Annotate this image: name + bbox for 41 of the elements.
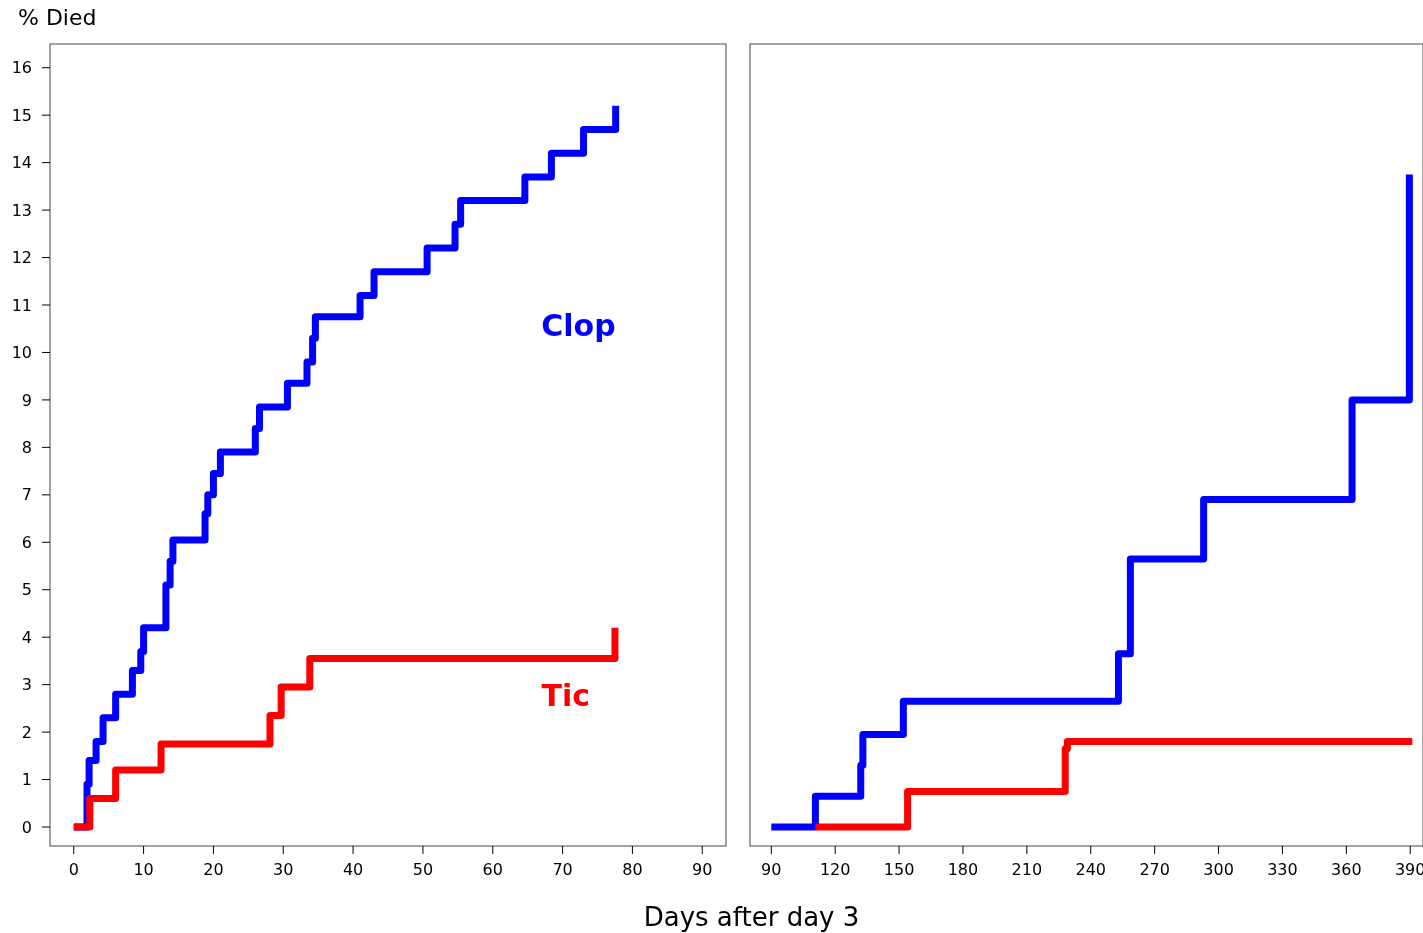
x-tick-label: 330 (1267, 860, 1298, 879)
x-tick-label: 0 (68, 860, 79, 879)
x-tick-label: 150 (883, 860, 915, 879)
y-tick-label: 7 (21, 485, 32, 505)
y-tick-label: 15 (11, 105, 32, 125)
x-tick-label: 300 (1203, 860, 1234, 879)
y-tick-label: 12 (11, 248, 32, 268)
x-tick-label: 20 (203, 860, 224, 879)
x-tick-label: 10 (133, 860, 154, 879)
x-tick-label: 90 (761, 860, 782, 879)
y-axis-title: % Died (18, 5, 97, 30)
x-tick-label: 50 (412, 860, 434, 879)
y-tick-label: 16 (11, 58, 32, 78)
y-tick-label: 11 (11, 295, 32, 315)
text: Clop (541, 307, 616, 343)
y-tick-label: 2 (21, 722, 32, 742)
x-tick-label: 360 (1331, 860, 1362, 879)
y-tick-label: 6 (21, 532, 32, 552)
y-tick-label: 1 (21, 770, 32, 790)
x-tick-label: 30 (273, 860, 294, 879)
x-tick-label: 80 (622, 860, 643, 879)
x-axis-title: Days after day 3 (643, 902, 860, 932)
x-tick-label: 90 (692, 860, 713, 879)
y-tick-label: 9 (21, 390, 32, 410)
x-tick-label: 60 (482, 860, 503, 879)
x-tick-label: 270 (1139, 860, 1170, 879)
x-tick-label: 40 (342, 860, 364, 879)
x-tick-label: 70 (552, 860, 573, 879)
y-tick-label: 0 (21, 817, 32, 837)
y-tick-label: 5 (21, 580, 32, 600)
y-tick-label: 8 (21, 437, 32, 457)
x-tick-label: 210 (1011, 860, 1043, 879)
y-tick-label: 4 (21, 627, 32, 647)
y-tick-label: 14 (11, 153, 32, 173)
x-tick-label: 180 (947, 860, 979, 879)
y-tick-label: 3 (21, 675, 32, 695)
x-tick-label: 120 (819, 860, 851, 879)
y-tick-label: 10 (11, 343, 32, 363)
x-tick-label: 240 (1075, 860, 1107, 879)
series-label: Tic (541, 677, 590, 713)
y-tick-label: 13 (11, 200, 32, 220)
